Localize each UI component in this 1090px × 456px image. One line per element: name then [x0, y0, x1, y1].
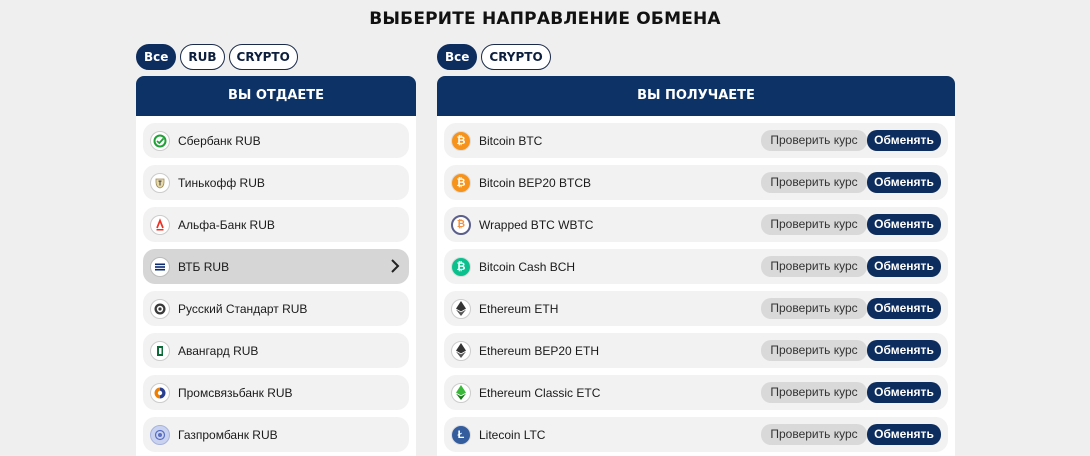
russian-standard-icon [150, 298, 170, 319]
give-panel: ВЫ ОТДАЕТЕ Сбербанк RUB Тинькофф RUB Аль… [136, 76, 416, 456]
give-filter-all[interactable]: Все [136, 44, 177, 70]
check-rate-button[interactable]: Проверить курс [761, 130, 867, 151]
give-item-label: Сбербанк RUB [178, 133, 261, 148]
ethereum-classic-icon [451, 382, 471, 403]
get-item-label: Bitcoin BTC [479, 133, 543, 148]
get-list[interactable]: ₿ Bitcoin BTC Проверить курс Обменять ₿ … [437, 116, 955, 452]
exchange-button[interactable]: Обменять [867, 214, 941, 235]
give-list[interactable]: Сбербанк RUB Тинькофф RUB Альфа-Банк RUB… [136, 116, 416, 452]
get-item-bitcoin[interactable]: ₿ Bitcoin BTC Проверить курс Обменять [444, 123, 948, 158]
get-filter-crypto[interactable]: CRYPTO [481, 44, 551, 70]
get-item-ethereum[interactable]: Ethereum ETH Проверить курс Обменять [444, 291, 948, 326]
give-panel-header: ВЫ ОТДАЕТЕ [136, 76, 416, 116]
get-item-label: Bitcoin BEP20 BTCB [479, 175, 592, 190]
sberbank-icon [150, 130, 170, 151]
give-item-russian-standard[interactable]: Русский Стандарт RUB [143, 291, 409, 326]
ethereum-bep20-icon [451, 340, 471, 361]
exchange-button[interactable]: Обменять [867, 130, 941, 151]
get-item-label: Ethereum ETH [479, 301, 559, 316]
wrapped-btc-icon: ₿ [451, 214, 471, 235]
check-rate-button[interactable]: Проверить курс [761, 256, 867, 277]
tinkoff-icon [150, 172, 170, 193]
check-rate-button[interactable]: Проверить курс [761, 424, 867, 445]
give-item-sberbank[interactable]: Сбербанк RUB [143, 123, 409, 158]
check-rate-button[interactable]: Проверить курс [761, 382, 867, 403]
give-item-psb[interactable]: Промсвязьбанк RUB [143, 375, 409, 410]
get-item-label: Wrapped BTC WBTC [479, 217, 594, 232]
exchange-button[interactable]: Обменять [867, 298, 941, 319]
page-title: ВЫБЕРИТЕ НАПРАВЛЕНИЕ ОБМЕНА [369, 9, 721, 29]
get-item-ethereum-classic[interactable]: Ethereum Classic ETC Проверить курс Обме… [444, 375, 948, 410]
exchange-button[interactable]: Обменять [867, 424, 941, 445]
give-item-vtb[interactable]: ВТБ RUB [143, 249, 409, 284]
alfa-bank-icon [150, 214, 170, 235]
bitcoin-bep20-icon: ₿ [451, 172, 471, 193]
give-item-gazprombank[interactable]: Газпромбанк RUB [143, 417, 409, 452]
vtb-icon [150, 256, 170, 277]
give-item-avangard[interactable]: Авангард RUB [143, 333, 409, 368]
check-rate-button[interactable]: Проверить курс [761, 172, 867, 193]
check-rate-button[interactable]: Проверить курс [761, 214, 867, 235]
give-item-label: Газпромбанк RUB [178, 427, 278, 442]
chevron-right-icon [390, 258, 400, 279]
get-item-label: Bitcoin Cash BCH [479, 259, 576, 274]
get-item-label: Ethereum BEP20 ETH [479, 343, 600, 358]
get-item-bitcoin-bep20[interactable]: ₿ Bitcoin BEP20 BTCB Проверить курс Обме… [444, 165, 948, 200]
get-item-label: Ethereum Classic ETC [479, 385, 601, 400]
give-filter-tabs: Все RUB CRYPTO [136, 44, 298, 70]
get-item-bitcoin-cash[interactable]: ₿ Bitcoin Cash BCH Проверить курс Обменя… [444, 249, 948, 284]
get-item-wrapped-btc[interactable]: ₿ Wrapped BTC WBTC Проверить курс Обменя… [444, 207, 948, 242]
exchange-button[interactable]: Обменять [867, 172, 941, 193]
give-item-tinkoff[interactable]: Тинькофф RUB [143, 165, 409, 200]
exchange-button[interactable]: Обменять [867, 340, 941, 361]
gazprombank-icon [150, 424, 170, 445]
psb-icon [150, 382, 170, 403]
give-filter-crypto[interactable]: CRYPTO [228, 44, 298, 70]
check-rate-button[interactable]: Проверить курс [761, 298, 867, 319]
ethereum-icon [451, 298, 471, 319]
get-item-litecoin[interactable]: Ł Litecoin LTC Проверить курс Обменять [444, 417, 948, 452]
exchange-button[interactable]: Обменять [867, 256, 941, 277]
exchange-button[interactable]: Обменять [867, 382, 941, 403]
give-item-label: Авангард RUB [178, 343, 259, 358]
bitcoin-icon: ₿ [451, 130, 471, 151]
check-rate-button[interactable]: Проверить курс [761, 340, 867, 361]
give-item-label: ВТБ RUB [178, 259, 230, 274]
get-item-ethereum-bep20[interactable]: Ethereum BEP20 ETH Проверить курс Обменя… [444, 333, 948, 368]
get-filter-tabs: Все CRYPTO [437, 44, 551, 70]
get-filter-all[interactable]: Все [437, 44, 478, 70]
avangard-icon [150, 340, 170, 361]
give-item-label: Альфа-Банк RUB [178, 217, 275, 232]
give-item-label: Русский Стандарт RUB [178, 301, 308, 316]
get-panel-header: ВЫ ПОЛУЧАЕТЕ [437, 76, 955, 116]
give-item-label: Тинькофф RUB [178, 175, 265, 190]
give-item-label: Промсвязьбанк RUB [178, 385, 293, 400]
give-item-alfa-bank[interactable]: Альфа-Банк RUB [143, 207, 409, 242]
get-item-label: Litecoin LTC [479, 427, 546, 442]
bitcoin-cash-icon: ₿ [451, 256, 471, 277]
litecoin-icon: Ł [451, 424, 471, 445]
give-filter-rub[interactable]: RUB [180, 44, 225, 70]
get-panel: ВЫ ПОЛУЧАЕТЕ ₿ Bitcoin BTC Проверить кур… [437, 76, 955, 456]
